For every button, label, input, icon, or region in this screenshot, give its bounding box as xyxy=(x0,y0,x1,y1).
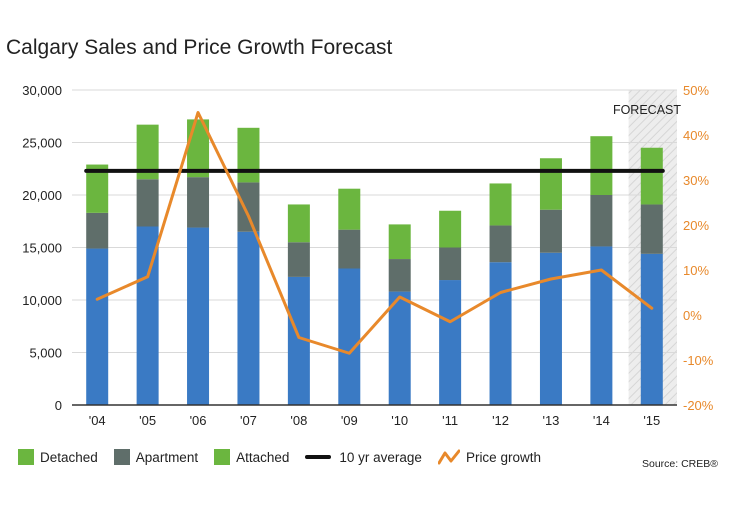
bar-apartment xyxy=(640,204,663,254)
bar-detached xyxy=(489,262,512,405)
bar-apartment xyxy=(388,259,411,292)
chart-title: Calgary Sales and Price Growth Forecast xyxy=(6,36,393,59)
bar-apartment xyxy=(136,179,159,227)
bar-detached xyxy=(187,227,210,405)
x-tick-label: '10 xyxy=(391,413,408,428)
y-right-tick-label: 20% xyxy=(683,218,709,233)
price-growth-line xyxy=(95,111,654,355)
source-note: Source: CREB® xyxy=(641,458,718,470)
bar-detached xyxy=(338,268,361,405)
bar-detached xyxy=(640,253,663,405)
legend-label-apartment: Apartment xyxy=(135,449,199,465)
y-left-tick-label: 30,000 xyxy=(22,83,62,98)
legend-item-apartment[interactable]: Apartment xyxy=(113,449,199,465)
bar-apartment xyxy=(338,229,361,269)
y-right-tick-label: -10% xyxy=(683,353,714,368)
bar-attached xyxy=(640,147,663,205)
bar-apartment xyxy=(539,209,562,253)
y-left-tick-label: 15,000 xyxy=(22,241,62,256)
x-tick-label: '09 xyxy=(341,413,358,428)
bar-apartment xyxy=(86,212,109,249)
y-right-tick-label: 0% xyxy=(683,308,702,323)
bar-apartment xyxy=(439,247,462,281)
y-right-tick-label: 50% xyxy=(683,83,709,98)
bar-attached xyxy=(439,210,462,248)
y-right-tick-label: 10% xyxy=(683,263,709,278)
legend-item-average[interactable]: 10 yr average xyxy=(305,450,422,465)
legend-growth-zigzag-icon xyxy=(437,449,460,465)
x-tick-label: '05 xyxy=(139,413,156,428)
x-tick-label: '08 xyxy=(290,413,307,428)
bar-detached xyxy=(86,248,109,405)
legend-swatch-apartment xyxy=(113,449,130,465)
y-left-tick-label: 0 xyxy=(55,398,62,413)
bar-detached xyxy=(287,276,310,405)
y-left-tick-label: 5,000 xyxy=(29,346,62,361)
bar-apartment xyxy=(237,182,260,232)
bar-detached xyxy=(237,231,260,405)
legend-label-detached: Detached xyxy=(40,449,98,465)
legend-line-average-icon xyxy=(305,455,332,459)
legend-item-growth[interactable]: Price growth xyxy=(437,449,541,465)
chart-canvas: 0 5,000 10,000 15,000 20,000 25,000 30,000 -20%… xyxy=(22,83,714,428)
legend-item-attached[interactable]: Attached xyxy=(214,449,289,465)
y-right-tick-label: -20% xyxy=(683,398,714,413)
y-right-tick-label: 40% xyxy=(683,128,709,143)
bar-attached xyxy=(590,136,613,195)
x-tick-label: '12 xyxy=(492,413,509,428)
x-tick-label: '07 xyxy=(240,413,257,428)
forecast-label: FORECAST xyxy=(613,103,681,117)
bar-apartment xyxy=(287,242,310,277)
bar-attached xyxy=(338,188,361,230)
legend: Detached Apartment Attached 10 yr averag… xyxy=(18,449,557,465)
bar-detached xyxy=(136,226,159,405)
bar-attached xyxy=(539,158,562,210)
y-right-tick-label: 30% xyxy=(683,173,709,188)
bar-attached xyxy=(489,183,512,226)
x-tick-label: '04 xyxy=(89,413,106,428)
x-tick-label: '13 xyxy=(542,413,559,428)
y-left-tick-label: 20,000 xyxy=(22,188,62,203)
legend-swatch-attached xyxy=(214,449,231,465)
bar-detached xyxy=(388,291,411,405)
x-tick-label: '14 xyxy=(593,413,610,428)
bar-attached xyxy=(237,127,260,183)
bar-attached xyxy=(86,164,109,213)
bar-detached xyxy=(539,252,562,405)
bar-apartment xyxy=(489,225,512,263)
legend-swatch-detached xyxy=(18,449,34,465)
bar-apartment xyxy=(590,195,613,247)
x-tick-label: '15 xyxy=(643,413,660,428)
x-tick-label: '11 xyxy=(442,413,458,428)
bar-apartment xyxy=(187,177,210,228)
bar-detached xyxy=(590,246,613,405)
x-tick-label: '06 xyxy=(190,413,207,428)
y-left-tick-label: 25,000 xyxy=(22,136,62,151)
bar-detached xyxy=(439,280,462,405)
bar-attached xyxy=(287,204,310,243)
legend-item-detached[interactable]: Detached xyxy=(18,449,98,465)
legend-label-average: 10 yr average xyxy=(339,449,422,465)
legend-label-growth: Price growth xyxy=(465,449,541,465)
bar-attached xyxy=(136,124,159,180)
y-left-tick-label: 10,000 xyxy=(22,293,62,308)
bar-attached xyxy=(388,224,411,260)
legend-label-attached: Attached xyxy=(236,449,290,465)
